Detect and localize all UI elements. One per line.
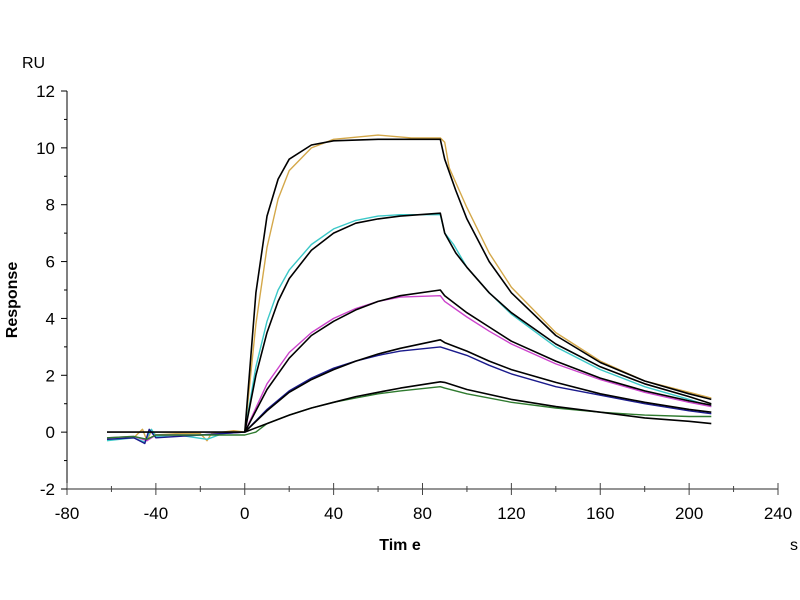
series-line-data-4 [106,346,712,445]
series-line-fit-2 [244,212,712,433]
x-tick-label: 120 [497,504,525,523]
x-tick-label: 80 [413,504,432,523]
y-tick-label: -2 [40,480,55,499]
series-line-data-2 [106,214,712,443]
series-line-data-3 [106,295,712,442]
x-tick-label: 160 [586,504,614,523]
y-tick-label: 0 [46,423,55,442]
series-line-data-1 [106,134,712,442]
y-unit-label: RU [22,55,45,72]
series-line-fit-5 [244,381,712,433]
x-tick-label: -80 [55,504,80,523]
x-tick-label: -40 [144,504,169,523]
y-tick-label: 10 [36,139,55,158]
axes: -80 -40 0 40 80 120 160 200 240 -2 0 2 4 6 8 10 12 [36,82,792,523]
series-line-fit-4 [244,339,712,433]
plot-area [106,134,712,445]
y-axis-title: Response [4,262,21,339]
y-tick-label: 2 [46,366,55,385]
x-tick-label: 200 [675,504,703,523]
y-tick-label: 8 [46,196,55,215]
x-tick-label: 40 [324,504,343,523]
x-axis-title: Tim e [379,537,421,554]
x-unit-label: s [790,537,798,554]
x-tick-label: 240 [764,504,792,523]
x-tick-label: 0 [240,504,249,523]
y-tick-label: 6 [46,253,55,272]
series-line-data-5 [106,386,712,440]
y-tick-label: 4 [46,309,55,328]
series-line-fit-1 [107,138,712,433]
y-tick-label: 12 [36,82,55,101]
series-line-fit-3 [244,289,712,433]
